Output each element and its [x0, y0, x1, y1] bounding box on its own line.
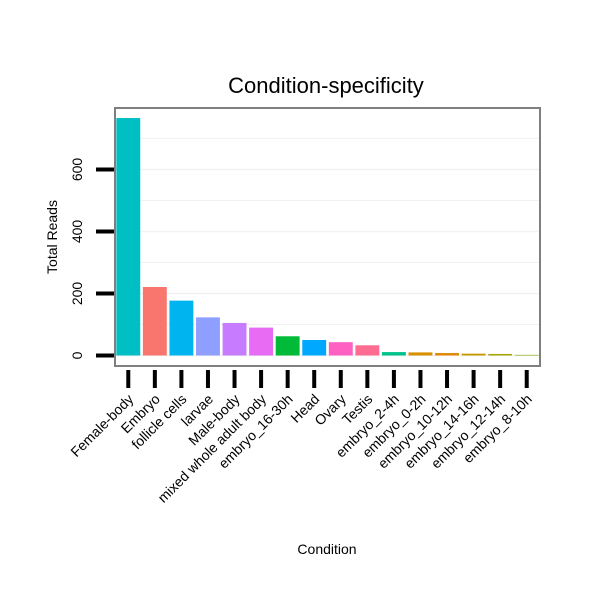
bar-9 — [355, 345, 380, 356]
x-tick-label-8: Ovary — [311, 391, 349, 429]
bar-7 — [302, 340, 327, 356]
y-axis-title: Total Reads — [44, 200, 60, 274]
y-axis: 0 200 400 600 — [69, 158, 114, 359]
x-axis-title: Condition — [297, 541, 356, 557]
bar-14 — [488, 353, 513, 356]
bar-8 — [328, 342, 353, 356]
chart-title: Condition-specificity — [228, 73, 424, 98]
bar-12 — [435, 353, 459, 356]
bar-6 — [275, 336, 300, 356]
bar-3 — [196, 317, 220, 356]
y-tick-label-2: 400 — [69, 220, 85, 244]
bar-0 — [116, 118, 141, 356]
y-tick-label-0: 0 — [69, 351, 85, 359]
y-tick-label-1: 200 — [69, 282, 85, 306]
bars — [116, 118, 539, 356]
bar-15 — [514, 354, 539, 356]
bar-4 — [222, 322, 247, 356]
bar-1 — [142, 286, 167, 356]
bar-5 — [249, 327, 274, 356]
plot-panel-border — [114, 107, 541, 367]
y-tick-label-3: 600 — [69, 158, 85, 182]
bar-13 — [461, 353, 486, 356]
bar-10 — [381, 352, 406, 356]
bar-11 — [408, 352, 433, 356]
bar-2 — [169, 300, 194, 356]
